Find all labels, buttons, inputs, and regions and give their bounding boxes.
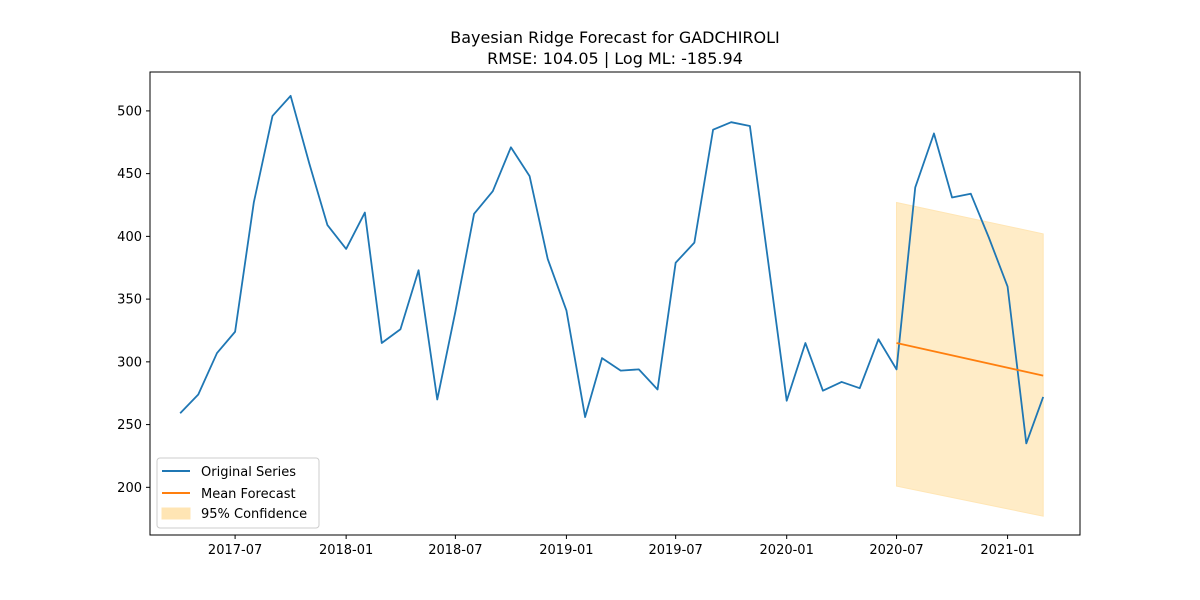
series-original-series xyxy=(179,94,1045,445)
data-point xyxy=(565,309,567,311)
y-axis: 200 250 300 350 400 450 500 xyxy=(117,104,150,496)
y-tick-label: 250 xyxy=(117,418,142,433)
data-point xyxy=(767,259,769,261)
data-point xyxy=(638,368,640,370)
legend-swatch-confidence xyxy=(161,507,191,520)
data-point xyxy=(179,412,181,414)
data-point xyxy=(271,115,273,117)
y-tick-label: 450 xyxy=(117,167,142,182)
legend-label-mean-forecast: Mean Forecast xyxy=(201,487,296,502)
x-tick-label: 2018-01 xyxy=(319,543,373,558)
data-point xyxy=(308,162,310,164)
y-tick-label: 400 xyxy=(117,230,142,245)
data-point xyxy=(326,224,328,226)
data-point xyxy=(364,211,366,213)
legend: Original Series Mean Forecast 95% Confid… xyxy=(156,457,320,529)
data-point xyxy=(656,388,658,390)
y-tick-label: 500 xyxy=(117,104,142,119)
data-point xyxy=(473,213,475,215)
data-point xyxy=(988,236,990,238)
data-point xyxy=(454,310,456,312)
y-tick-label: 300 xyxy=(117,355,142,370)
data-point xyxy=(951,196,953,198)
y-tick-label: 200 xyxy=(117,481,142,496)
data-point xyxy=(674,262,676,264)
x-tick-label: 2020-07 xyxy=(869,543,923,558)
legend-label-confidence: 95% Confidence xyxy=(201,507,307,522)
data-point xyxy=(601,357,603,359)
data-point xyxy=(399,328,401,330)
data-point xyxy=(895,368,897,370)
x-tick-label: 2019-07 xyxy=(648,543,702,558)
data-point xyxy=(584,416,586,418)
series-line-original-series xyxy=(179,94,1045,445)
data-point xyxy=(749,125,751,127)
data-point xyxy=(1006,285,1008,287)
data-point xyxy=(804,342,806,344)
x-tick-label: 2017-07 xyxy=(208,543,262,558)
data-point xyxy=(1042,396,1044,398)
series-mean-forecast xyxy=(895,342,1044,377)
data-point xyxy=(417,269,419,271)
data-point xyxy=(492,190,494,192)
data-point xyxy=(785,400,787,402)
data-point xyxy=(840,381,842,383)
data-point xyxy=(436,398,438,400)
data-point xyxy=(914,186,916,188)
x-tick-label: 2020-01 xyxy=(760,543,814,558)
x-tick-label: 2019-01 xyxy=(539,543,593,558)
data-point xyxy=(528,175,530,177)
series-layer xyxy=(179,94,1045,445)
data-point xyxy=(712,129,714,131)
y-tick-label: 350 xyxy=(117,293,142,308)
data-point xyxy=(693,241,695,243)
plot-frame xyxy=(149,71,1081,536)
x-tick-label: 2018-07 xyxy=(428,543,482,558)
legend-label-original-series: Original Series xyxy=(201,465,296,480)
x-axis: 2017-07 2018-01 2018-07 2019-01 2019-07 2020-… xyxy=(208,535,1035,558)
data-point xyxy=(510,146,512,148)
data-point xyxy=(895,342,897,344)
data-point xyxy=(216,352,218,354)
data-point xyxy=(859,387,861,389)
chart-title: Bayesian Ridge Forecast for GADCHIROLI xyxy=(450,28,780,47)
data-point xyxy=(822,390,824,392)
data-point xyxy=(234,331,236,333)
data-point xyxy=(877,338,879,340)
data-point xyxy=(345,248,347,250)
data-point xyxy=(197,393,199,395)
series-line-mean-forecast xyxy=(896,342,1044,377)
legend-box xyxy=(156,457,320,529)
data-point xyxy=(1025,442,1027,444)
data-point xyxy=(547,258,549,260)
data-point xyxy=(933,132,935,134)
data-point xyxy=(1042,374,1044,376)
x-tick-label: 2021-01 xyxy=(980,543,1034,558)
chart-subtitle: RMSE: 104.05 | Log ML: -185.94 xyxy=(487,49,743,68)
data-point xyxy=(381,342,383,344)
data-point xyxy=(730,121,732,123)
data-point xyxy=(970,193,972,195)
data-point xyxy=(620,369,622,371)
data-point xyxy=(289,95,291,97)
data-point xyxy=(253,201,255,203)
